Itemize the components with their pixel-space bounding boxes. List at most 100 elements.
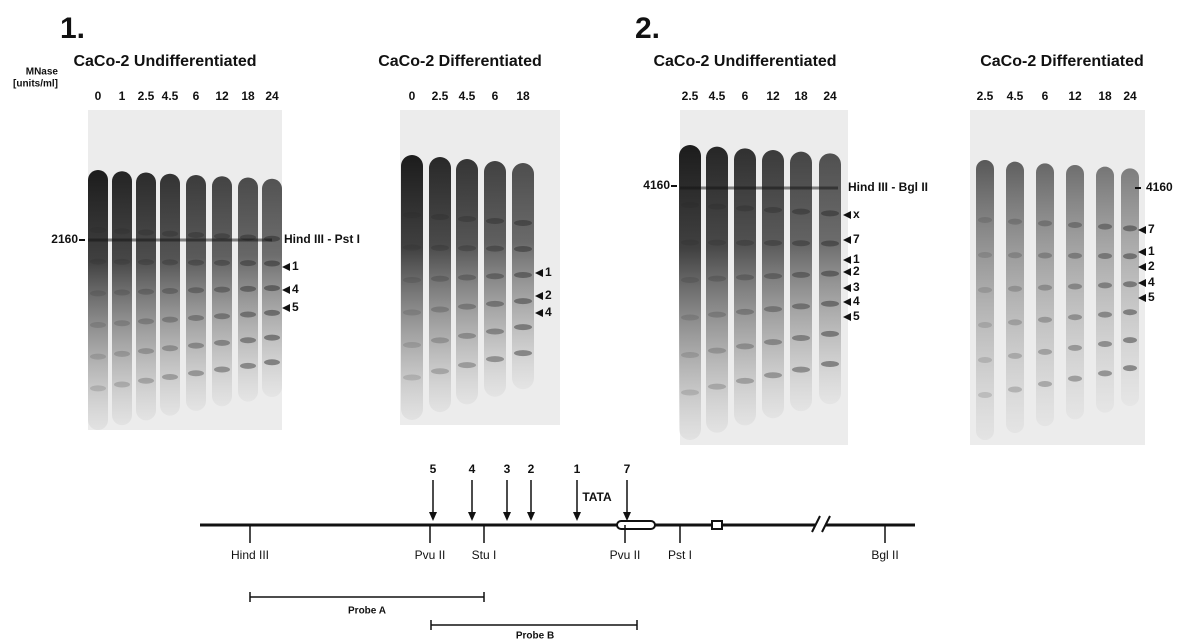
ladder-band: [792, 208, 810, 215]
ladder-band: [1008, 218, 1022, 225]
ladder-band: [214, 259, 230, 266]
ladder-band: [403, 212, 421, 218]
lane-smear: [1121, 168, 1139, 407]
band-arrow: [282, 304, 290, 312]
gel-background: [970, 110, 1145, 445]
site-label: Stu I: [472, 548, 497, 562]
lane-label: 0: [95, 89, 102, 103]
ladder-band: [114, 381, 130, 388]
lane-label: 4.5: [709, 89, 726, 103]
ladder-band: [431, 244, 449, 251]
band-label: x: [853, 207, 860, 221]
ladder-band: [240, 285, 256, 292]
band-arrow: [1138, 279, 1146, 287]
lane-smear: [679, 145, 701, 440]
lane-smear: [976, 160, 994, 440]
ladder-band: [792, 303, 810, 310]
ladder-band: [1038, 348, 1052, 355]
band-label: 7: [1148, 222, 1155, 236]
ladder-band: [708, 203, 726, 210]
ladder-band: [792, 240, 810, 247]
ladder-band: [736, 343, 754, 350]
ladder-band: [1098, 223, 1112, 230]
ladder-band: [240, 337, 256, 344]
lane-label: 4.5: [162, 89, 179, 103]
ladder-band: [403, 277, 421, 283]
ladder-band: [1068, 222, 1082, 228]
lane-smear: [160, 173, 180, 416]
ladder-band: [681, 202, 699, 208]
site-label: Pvu II: [415, 548, 446, 562]
ladder-band: [1038, 284, 1052, 291]
band-arrow: [282, 286, 290, 294]
ladder-band: [1098, 282, 1112, 289]
fragment-label: Hind III - Pst I: [284, 232, 360, 246]
ladder-band: [188, 314, 204, 321]
ladder-band: [1068, 252, 1082, 259]
ladder-band: [162, 345, 178, 352]
ladder-band: [214, 286, 230, 293]
band-arrow: [843, 268, 851, 276]
ladder-band: [681, 239, 699, 246]
ladder-band: [188, 232, 204, 238]
ladder-band: [162, 230, 178, 237]
band-label: 5: [292, 300, 299, 314]
ladder-band: [90, 227, 106, 233]
ladder-band: [240, 311, 256, 318]
ladder-band: [138, 288, 154, 295]
probe-label: Probe A: [348, 606, 386, 617]
ladder-band: [138, 229, 154, 236]
ladder-band: [708, 239, 726, 246]
panel-number: 1.: [60, 12, 85, 45]
ladder-band: [1098, 253, 1112, 259]
site-number: 7: [624, 462, 631, 476]
lane-label: 1: [119, 89, 126, 103]
band-arrow: [535, 309, 543, 317]
ladder-band: [708, 347, 726, 354]
ladder-band: [458, 245, 476, 252]
site-number: 1: [574, 462, 581, 476]
lane-label: 24: [1123, 89, 1137, 103]
exon-box: [616, 520, 656, 530]
arrow-head: [623, 512, 631, 521]
lane-label: 6: [1042, 89, 1049, 103]
ladder-band: [978, 217, 992, 223]
site-number: 4: [469, 462, 476, 476]
map-break: [821, 515, 831, 533]
ladder-band: [792, 366, 810, 373]
ladder-band: [264, 285, 280, 292]
band-arrow: [535, 269, 543, 277]
ladder-band: [764, 273, 782, 280]
lane-label: 18: [241, 89, 255, 103]
ladder-band: [736, 308, 754, 315]
ladder-band: [1098, 370, 1112, 377]
restriction-map: [200, 515, 915, 630]
ladder-band: [114, 320, 130, 327]
lane-smear: [456, 159, 478, 405]
site-label: Pvu II: [610, 548, 641, 562]
lane-smear: [706, 146, 728, 433]
lane-smear: [790, 151, 812, 412]
ladder-band: [681, 389, 699, 396]
ladder-band: [1038, 316, 1052, 323]
ladder-band: [188, 370, 204, 377]
ladder-band: [264, 309, 280, 316]
ladder-band: [708, 311, 726, 318]
ladder-band: [821, 361, 839, 368]
band-arrow: [843, 313, 851, 321]
ladder-band: [138, 348, 154, 355]
ladder-band: [458, 303, 476, 310]
lane-smear: [734, 148, 756, 426]
band-label: 1: [292, 259, 299, 273]
ladder-band: [1123, 365, 1137, 372]
ladder-band: [1098, 341, 1112, 347]
arrow-head: [573, 512, 581, 521]
ladder-band: [431, 275, 449, 282]
ladder-band: [821, 300, 839, 307]
ladder-band: [1038, 252, 1052, 259]
ladder-band: [514, 272, 532, 279]
ladder-band: [1123, 225, 1137, 232]
ladder-band: [403, 309, 421, 316]
